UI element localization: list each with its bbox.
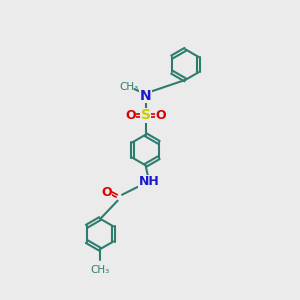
Text: O: O [125, 109, 136, 122]
Text: N: N [140, 88, 152, 103]
Text: O: O [101, 187, 112, 200]
Text: NH: NH [139, 175, 160, 188]
Text: O: O [156, 109, 166, 122]
Text: CH₃: CH₃ [120, 82, 139, 92]
Text: S: S [141, 108, 151, 122]
Text: CH₃: CH₃ [90, 265, 110, 275]
